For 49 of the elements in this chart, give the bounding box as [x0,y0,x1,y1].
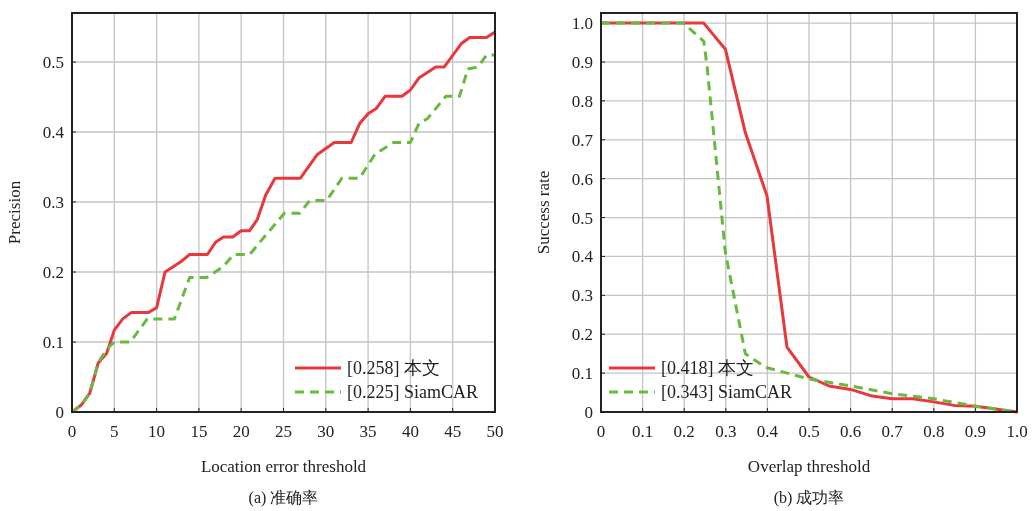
x-tick-label: 0.6 [839,422,862,441]
y-tick-label: 0.9 [571,53,593,72]
x-tick-label: 0.9 [964,422,987,441]
y-tick-label: 0.7 [571,130,594,150]
legend-label: [0.258] 本文 [347,358,440,378]
legend-label: [0.225] SiamCAR [347,382,479,402]
x-tick-label: 10 [148,422,166,441]
x-tick-label: 0.4 [756,422,779,441]
text: (a) 准确率 [248,489,319,507]
x-tick-label: 50 [486,422,504,441]
y-tick-label: 0.5 [42,53,64,72]
y-tick-label: 0.1 [571,364,593,384]
x-tick-label: 25 [275,422,292,441]
y-tick-label: 0.2 [42,263,64,282]
y-tick-label: 0.3 [42,193,64,212]
x-tick-label: 0.5 [798,422,820,441]
y-tick-label: 0 [584,403,593,422]
y-tick-label: 0.1 [42,333,64,352]
y-tick-label: 0.4 [42,123,65,142]
x-axis-title: Location error threshold [200,457,367,476]
y-axis-title: Precision [5,180,24,245]
x-tick-label: 0.7 [881,422,904,441]
x-axis-title: Overlap threshold [747,457,871,476]
y-tick-label: 0.8 [571,91,593,111]
y-tick-label: 1.0 [571,14,593,34]
x-tick-label: 0.2 [673,422,695,441]
x-tick-label: 35 [359,422,377,441]
x-tick-label: 20 [232,422,250,441]
x-tick-label: 0 [596,422,606,441]
x-tick-label: 40 [401,422,419,441]
text: (b) 成功率 [773,489,845,507]
y-tick-label: 0.3 [571,286,593,306]
x-tick-label: 1.0 [1006,422,1028,441]
y-tick-label: 0.5 [571,208,593,228]
y-tick-label: 0 [55,403,64,422]
legend-label: [0.418] 本文 [661,358,754,378]
x-tick-label: 30 [317,422,335,441]
x-tick-label: 0.8 [923,422,945,441]
y-tick-label: 0.4 [571,247,594,267]
y-tick-label: 0.6 [571,169,593,189]
y-tick-label: 0.2 [571,325,593,345]
x-tick-label: 15 [190,422,208,441]
x-tick-label: 0.1 [631,422,654,441]
x-tick-label: 0 [67,422,77,441]
x-tick-label: 5 [110,422,119,441]
legend-label: [0.343] SiamCAR [661,382,793,402]
x-tick-label: 0.3 [715,422,737,441]
y-axis-title: Success rate [534,170,553,255]
x-tick-label: 45 [444,422,462,441]
